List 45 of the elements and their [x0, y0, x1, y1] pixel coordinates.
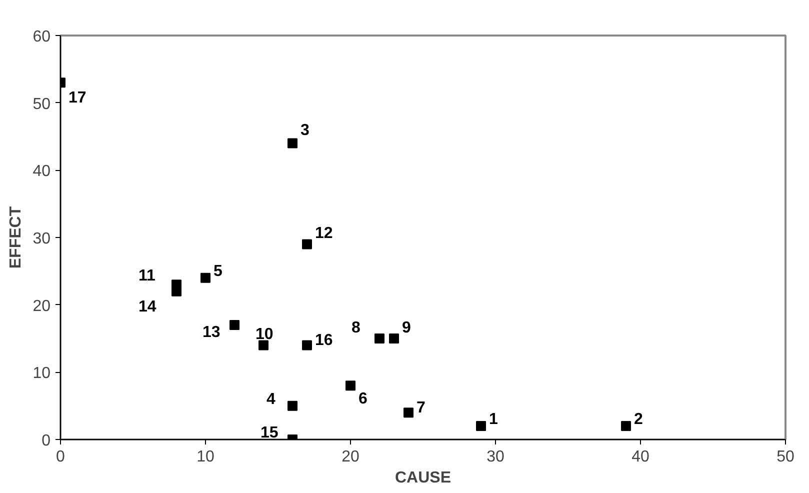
- annotation: 8: [352, 320, 360, 336]
- annotation: 11: [138, 268, 156, 285]
- point: [621, 421, 631, 432]
- annotation: 6: [358, 390, 368, 408]
- annotation: 17: [68, 90, 86, 107]
- point: [230, 320, 240, 330]
- x-tick-label: 10: [196, 448, 214, 466]
- point: [374, 334, 384, 344]
- annotation: 2: [634, 411, 643, 428]
- annotation: 10: [256, 326, 274, 344]
- point: [288, 400, 298, 411]
- annotation: 12: [315, 225, 333, 242]
- x-axis-title: CAUSE: [394, 470, 452, 486]
- point: [288, 138, 298, 148]
- point: [346, 380, 356, 391]
- point: [258, 340, 268, 350]
- point: [200, 272, 210, 283]
- y-tick-label: 40: [32, 163, 51, 180]
- y-tick-label: 50: [32, 96, 51, 113]
- annotation: 5: [214, 262, 222, 280]
- y-tick-label: 60: [32, 28, 51, 46]
- y-tick-label: 20: [32, 298, 51, 315]
- annotation: 3: [300, 122, 310, 140]
- annotation: 13: [202, 324, 220, 342]
- y-axis-title: EFFECT: [8, 206, 25, 269]
- y-tick-label: 30: [32, 230, 51, 248]
- point: [389, 334, 399, 344]
- point: [302, 239, 312, 250]
- annotation: 1: [489, 411, 498, 428]
- y-tick-label: 0: [42, 432, 51, 450]
- x-tick-label: 30: [486, 448, 504, 466]
- annotation: 14: [138, 298, 156, 316]
- x-tick-label: 20: [342, 448, 360, 466]
- x-tick-label: 50: [776, 448, 794, 466]
- point: [302, 340, 312, 350]
- y-tick-label: 10: [32, 365, 51, 382]
- x-tick-label: 0: [56, 448, 66, 466]
- annotation: 16: [315, 332, 333, 350]
- annotation: 4: [266, 390, 276, 408]
- annotation: 7: [416, 400, 426, 417]
- point: [476, 421, 486, 432]
- annotation: 15: [260, 424, 278, 442]
- x-tick-label: 40: [632, 448, 650, 466]
- annotation: 9: [402, 320, 411, 336]
- point: [404, 408, 414, 418]
